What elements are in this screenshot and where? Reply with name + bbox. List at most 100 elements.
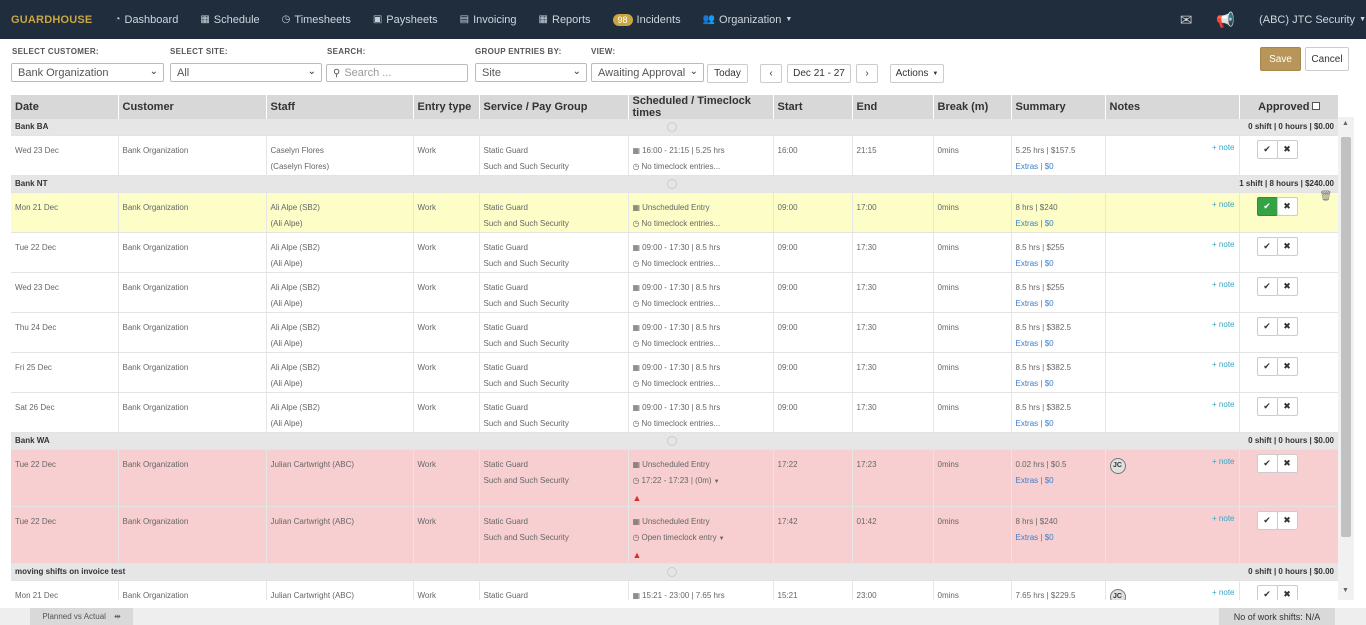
table-row[interactable]: Wed 23 Dec Bank Organization Caselyn Flore… — [11, 135, 1339, 176]
actions-button[interactable]: Actions ▼ — [890, 64, 944, 83]
bullhorn-icon[interactable]: 📢 — [1216, 11, 1236, 29]
table-row[interactable]: Fri 25 Dec Bank Organization Ali Alpe (SB2… — [11, 352, 1339, 393]
add-note-link[interactable]: + note — [1212, 240, 1235, 249]
scrollbar-thumb[interactable] — [1341, 137, 1351, 537]
approve-button[interactable]: ✔ — [1256, 317, 1278, 336]
reject-button[interactable]: ✖ — [1276, 397, 1298, 416]
nav-paysheets[interactable]: ▣ Paysheets — [373, 14, 438, 26]
approve-button[interactable]: ✔ — [1256, 197, 1278, 216]
approve-all-checkbox[interactable] — [1311, 102, 1320, 110]
approve-button[interactable]: ✔ — [1256, 585, 1278, 600]
avatar[interactable]: JC — [1109, 458, 1126, 474]
table-row[interactable]: Wed 23 Dec Bank Organization Ali Alpe (SB2… — [11, 272, 1339, 313]
service-cell: Static Guard Such and Such Security — [479, 352, 629, 393]
extras-link[interactable]: Extras | $0 — [1015, 379, 1054, 388]
view-select[interactable]: Awaiting Approval ⌄ — [591, 63, 704, 82]
nav-schedule[interactable]: ▦ Schedule — [200, 14, 259, 26]
scroll-up-icon[interactable]: ▲ — [1342, 120, 1349, 127]
reject-button[interactable]: ✖ — [1276, 585, 1298, 600]
next-week-button[interactable]: › — [856, 64, 878, 83]
timeclock-line[interactable]: ◷ No timeclock entries... — [633, 159, 769, 175]
customer-cell: Bank Organization — [118, 392, 267, 433]
nav-timesheets[interactable]: ◷ Timesheets — [282, 14, 351, 26]
reject-button[interactable]: ✖ — [1276, 140, 1298, 159]
nav-organization[interactable]: 👥 Organization ▼ — [703, 14, 793, 26]
reject-button[interactable]: ✖ — [1276, 357, 1298, 376]
today-button[interactable]: Today — [707, 64, 748, 83]
table-row[interactable]: Mon 21 Dec Bank Organization Julian Cartwr… — [11, 580, 1339, 600]
extras-link[interactable]: Extras | $0 — [1015, 419, 1054, 428]
reject-button[interactable]: ✖ — [1276, 454, 1298, 473]
cancel-button[interactable]: Cancel — [1305, 47, 1349, 71]
table-row[interactable]: Mon 21 Dec Bank Organization Ali Alpe (SB2… — [11, 191, 1339, 233]
site-select[interactable]: All ⌄ — [170, 63, 322, 82]
brk-cell: 0mins — [933, 352, 1012, 393]
extras-link[interactable]: Extras | $0 — [1015, 299, 1054, 308]
table-row[interactable]: Sat 26 Dec Bank Organization Ali Alpe (SB2… — [11, 392, 1339, 433]
reject-button[interactable]: ✖ — [1276, 317, 1298, 336]
reject-button[interactable]: ✖ — [1276, 277, 1298, 296]
trash-icon[interactable]: 🗑 — [1319, 191, 1333, 202]
collapse-toggle-icon[interactable] — [667, 122, 677, 132]
timeclock-line[interactable]: ◷ No timeclock entries... — [633, 376, 769, 392]
timeclock-line[interactable]: ◷ No timeclock entries... — [633, 416, 769, 432]
extras-link[interactable]: Extras | $0 — [1015, 339, 1054, 348]
nav-dashboard[interactable]: ◔ Dashboard — [114, 14, 178, 26]
timeclock-line[interactable]: ◷ No timeclock entries... — [633, 256, 769, 272]
timeclock-line[interactable]: ◷ No timeclock entries... — [633, 336, 769, 352]
prev-week-button[interactable]: ‹ — [760, 64, 782, 83]
add-note-link[interactable]: + note — [1212, 457, 1235, 466]
approve-button[interactable]: ✔ — [1256, 237, 1278, 256]
table-row[interactable]: Tue 22 Dec Bank Organization Julian Cartwr… — [11, 449, 1339, 507]
reject-button[interactable]: ✖ — [1276, 197, 1298, 216]
planned-vs-actual-tab[interactable]: Planned vs Actual ⇹ — [30, 608, 133, 625]
envelope-icon[interactable]: ✉ — [1179, 11, 1193, 29]
approve-button[interactable]: ✔ — [1256, 511, 1278, 530]
table-row[interactable]: Tue 22 Dec Bank Organization Julian Cartwr… — [11, 506, 1339, 564]
add-note-link[interactable]: + note — [1212, 200, 1235, 209]
table-row[interactable]: Thu 24 Dec Bank Organization Ali Alpe (SB2… — [11, 312, 1339, 353]
add-note-link[interactable]: + note — [1212, 320, 1235, 329]
approve-button[interactable]: ✔ — [1256, 397, 1278, 416]
timeclock-line[interactable]: ◷ 17:22 - 17:23 | (0m) ▼ — [633, 473, 769, 490]
clock-icon: ◷ — [632, 476, 640, 485]
timeclock-line[interactable]: ◷ No timeclock entries... — [633, 216, 769, 232]
save-button[interactable]: Save — [1260, 47, 1301, 71]
add-note-link[interactable]: + note — [1212, 400, 1235, 409]
nav-incidents[interactable]: 98 Incidents — [612, 13, 681, 26]
approve-button[interactable]: ✔ — [1256, 454, 1278, 473]
extras-link[interactable]: Extras | $0 — [1015, 259, 1054, 268]
extras-link[interactable]: Extras | $0 — [1015, 219, 1054, 228]
user-menu[interactable]: (ABC) JTC Security ▼ — [1259, 14, 1366, 26]
scroll-down-icon[interactable]: ▼ — [1342, 587, 1349, 594]
extras-link[interactable]: Extras | $0 — [1015, 533, 1054, 542]
extras-link[interactable]: Extras | $0 — [1015, 162, 1054, 171]
collapse-toggle-icon[interactable] — [667, 436, 677, 446]
group-by-select[interactable]: Site ⌄ — [475, 63, 587, 82]
customer-cell: Bank Organization — [118, 135, 267, 176]
nav-invoicing[interactable]: ▤ Invoicing — [460, 14, 517, 26]
avatar[interactable]: JC — [1109, 589, 1126, 600]
approve-button[interactable]: ✔ — [1256, 140, 1278, 159]
extras-link[interactable]: Extras | $0 — [1015, 476, 1054, 485]
add-note-link[interactable]: + note — [1212, 588, 1235, 597]
timeclock-line[interactable]: ◷ Open timeclock entry ▼ — [633, 530, 769, 547]
table-row[interactable]: Tue 22 Dec Bank Organization Ali Alpe (SB2… — [11, 232, 1339, 273]
collapse-toggle-icon[interactable] — [667, 179, 677, 189]
collapse-toggle-icon[interactable] — [667, 567, 677, 577]
reject-button[interactable]: ✖ — [1276, 237, 1298, 256]
search-input[interactable]: ⚲ Search ... — [326, 64, 468, 82]
vertical-scrollbar[interactable]: ▲ ▼ — [1338, 117, 1354, 600]
approve-button[interactable]: ✔ — [1256, 277, 1278, 296]
customer-select[interactable]: Bank Organization ⌄ — [11, 63, 164, 82]
brand-logo[interactable]: GUARDHOUSE — [11, 13, 93, 26]
add-note-link[interactable]: + note — [1212, 360, 1235, 369]
approve-button[interactable]: ✔ — [1256, 357, 1278, 376]
nav-reports[interactable]: ▦ Reports — [539, 14, 591, 26]
add-note-link[interactable]: + note — [1212, 514, 1235, 523]
timeclock-line[interactable]: ◷ No timeclock entries... — [633, 296, 769, 312]
add-note-link[interactable]: + note — [1212, 280, 1235, 289]
date-text: Tue 22 Dec — [15, 243, 57, 252]
add-note-link[interactable]: + note — [1212, 143, 1235, 152]
reject-button[interactable]: ✖ — [1276, 511, 1298, 530]
